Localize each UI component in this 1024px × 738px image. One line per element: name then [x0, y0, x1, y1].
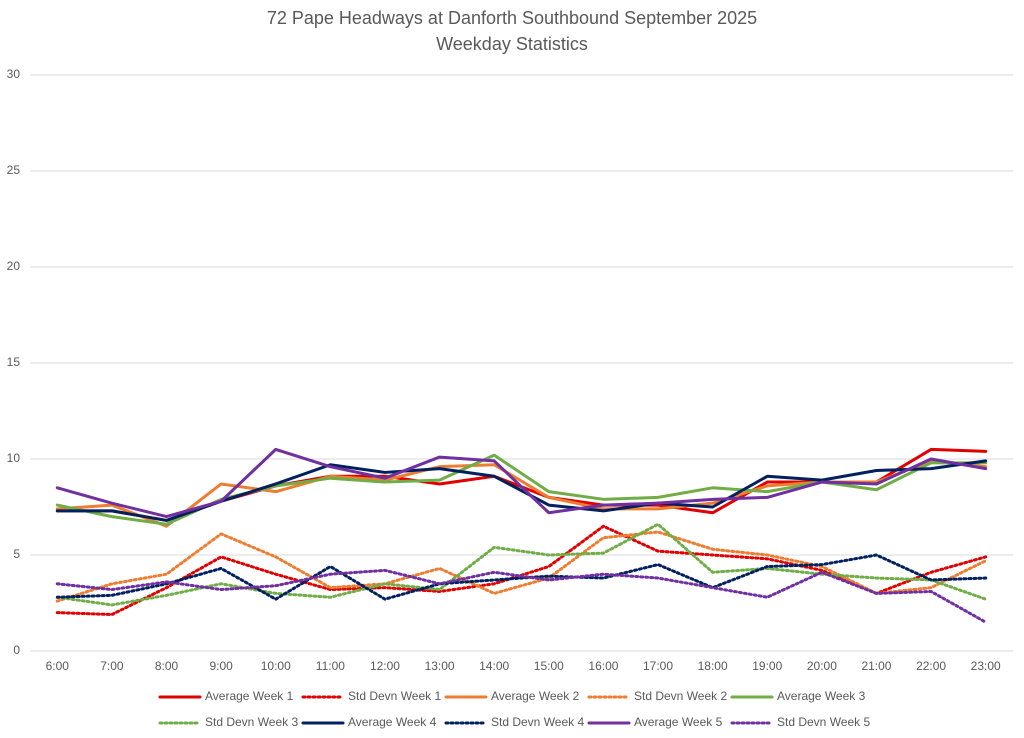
legend-label: Average Week 5	[634, 715, 723, 729]
chart-subtitle: Weekday Statistics	[436, 34, 588, 54]
legend-label: Average Week 4	[348, 715, 437, 729]
x-tick-label: 19:00	[752, 659, 782, 673]
legend-label: Average Week 2	[491, 689, 580, 703]
legend-label: Std Devn Week 3	[205, 715, 298, 729]
chart-title: 72 Pape Headways at Danforth Southbound …	[267, 8, 757, 28]
series-line	[55, 530, 988, 603]
y-tick-label: 0	[13, 643, 20, 657]
legend-label: Std Devn Week 2	[634, 689, 727, 703]
x-tick-label: 21:00	[861, 659, 891, 673]
y-tick-label: 30	[7, 67, 21, 81]
x-tick-label: 6:00	[46, 659, 70, 673]
y-tick-label: 10	[7, 451, 21, 465]
x-tick-label: 22:00	[916, 659, 946, 673]
legend-label: Average Week 3	[777, 689, 866, 703]
x-tick-label: 13:00	[425, 659, 455, 673]
x-tick-label: 17:00	[643, 659, 673, 673]
series-line	[55, 447, 988, 519]
legend-label: Std Devn Week 5	[777, 715, 870, 729]
x-tick-label: 8:00	[155, 659, 179, 673]
legend-label: Std Devn Week 1	[348, 689, 441, 703]
y-tick-label: 5	[13, 547, 20, 561]
x-tick-label: 11:00	[316, 659, 345, 673]
y-tick-label: 25	[7, 163, 21, 177]
series-line	[55, 568, 988, 624]
x-tick-label: 9:00	[209, 659, 233, 673]
x-tick-label: 7:00	[100, 659, 124, 673]
legend-label: Average Week 1	[205, 689, 294, 703]
y-tick-label: 15	[7, 355, 21, 369]
x-tick-label: 14:00	[479, 659, 509, 673]
x-tick-label: 10:00	[261, 659, 291, 673]
y-tick-label: 20	[7, 259, 21, 273]
x-tick-label: 12:00	[370, 659, 400, 673]
x-tick-label: 16:00	[588, 659, 618, 673]
x-tick-label: 18:00	[698, 659, 728, 673]
x-tick-label: 15:00	[534, 659, 564, 673]
x-tick-label: 23:00	[971, 659, 1001, 673]
legend-label: Std Devn Week 4	[491, 715, 584, 729]
series-line	[55, 553, 988, 601]
x-tick-label: 20:00	[807, 659, 837, 673]
